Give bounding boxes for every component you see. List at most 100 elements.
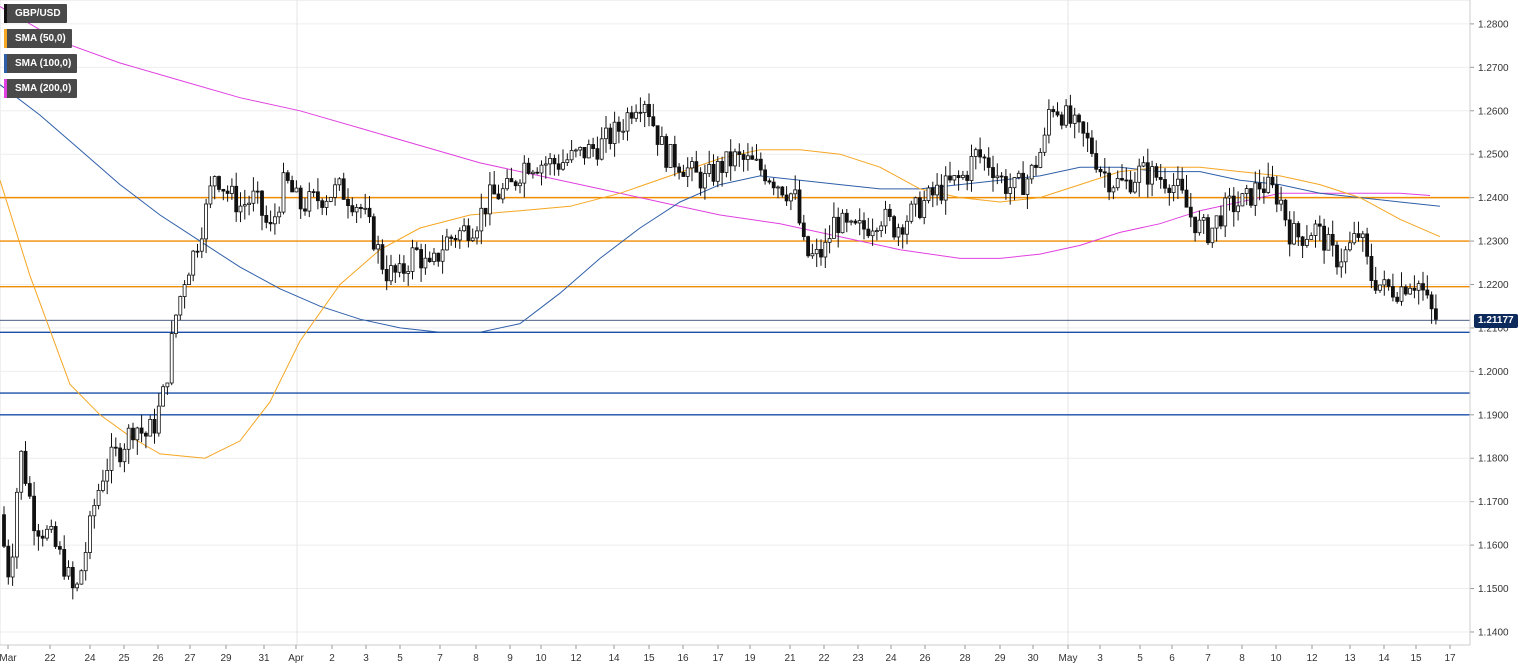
candle-up — [1313, 223, 1318, 236]
candle-up — [1038, 151, 1043, 168]
candle-up — [1339, 261, 1344, 268]
y-tick-label: 1.1600 — [1478, 541, 1509, 552]
candle-down — [681, 171, 686, 177]
candle-up — [66, 567, 71, 577]
candle-up — [1137, 165, 1142, 183]
candle-up — [522, 162, 527, 184]
plot-area — [0, 0, 1471, 646]
candle-up — [156, 405, 161, 434]
candle-down — [595, 148, 600, 160]
y-axis: 1.2800 1.2700 1.2600 1.2500 1.2400 1.2300 1.22… — [1469, 0, 1509, 645]
candle-up — [88, 515, 92, 553]
candle-up — [500, 188, 505, 200]
candle-down — [1386, 279, 1391, 287]
candle-down — [1434, 308, 1438, 320]
candle-down — [2, 514, 6, 547]
candle-up — [922, 200, 927, 219]
candle-up — [543, 163, 548, 166]
candle-up — [1348, 242, 1352, 251]
candle-up — [105, 469, 110, 482]
x-tick-label: 3 — [363, 653, 369, 664]
candle-up — [578, 146, 583, 151]
x-tick-label: 7 — [437, 653, 443, 664]
candle-down — [1270, 176, 1275, 186]
x-tick-label: May — [1059, 653, 1078, 664]
candle-down — [1395, 296, 1400, 302]
candle-down — [698, 171, 703, 189]
candle-up — [896, 227, 901, 238]
horizontal-levels — [0, 196, 1470, 416]
candle-down — [608, 127, 613, 145]
candle-up — [733, 151, 737, 167]
candle-up — [1029, 164, 1034, 180]
candle-up — [810, 253, 815, 257]
candle-up — [19, 450, 24, 493]
candle-down — [1128, 179, 1133, 193]
candle-up — [109, 446, 114, 471]
candle-up — [518, 182, 522, 187]
legend-item-sma50[interactable]: SMA (50,0) — [4, 29, 72, 48]
candle-up — [479, 207, 484, 232]
candle-up — [470, 237, 475, 241]
candle-down — [900, 227, 905, 235]
candle-up — [462, 225, 467, 232]
legend-item-sma200[interactable]: SMA (200,0) — [4, 79, 78, 98]
candle-down — [260, 190, 264, 216]
x-tick-label: 28 — [959, 653, 971, 664]
x-tick-label: 12 — [1306, 653, 1318, 664]
candle-down — [552, 157, 557, 165]
candle-up — [1008, 187, 1013, 194]
x-tick-label: 10 — [535, 653, 547, 664]
candle-up — [277, 211, 282, 218]
candle-up — [625, 112, 630, 132]
candle-down — [152, 418, 157, 434]
y-tick-label: 1.1900 — [1478, 410, 1509, 421]
candle-up — [642, 104, 647, 114]
candle-up — [754, 158, 759, 161]
candle-up — [174, 314, 178, 335]
candle-up — [1223, 197, 1228, 227]
candle-down — [655, 125, 660, 145]
legend-item-gbpusd[interactable]: GBP/USD — [4, 4, 67, 23]
candle-down — [991, 167, 995, 179]
candle-up — [10, 556, 15, 578]
x-tick-label: 14 — [608, 653, 620, 664]
x-tick-label: 8 — [473, 653, 479, 664]
candle-down — [1090, 137, 1094, 154]
last-price-badge: 1.21177 — [1474, 314, 1518, 328]
candle-down — [1373, 280, 1378, 291]
candle-up — [1227, 195, 1232, 199]
sma-100-line — [0, 84, 1441, 333]
x-tick-label: 24 — [885, 653, 897, 664]
candle-down — [771, 181, 776, 189]
candle-down — [1051, 109, 1056, 113]
candle-up — [1016, 172, 1021, 178]
candle-down — [664, 136, 669, 168]
candle-up — [634, 111, 638, 119]
candle-up — [1326, 233, 1331, 251]
candle-down — [62, 549, 67, 577]
candle-down — [582, 146, 587, 159]
candle-up — [487, 184, 492, 215]
x-tick-label: 26 — [152, 653, 164, 664]
candle-up — [612, 121, 617, 144]
legend-swatch — [4, 54, 7, 73]
candle-down — [978, 149, 982, 158]
candle-down — [1403, 286, 1408, 295]
candle-down — [453, 237, 458, 241]
candle-down — [801, 222, 806, 238]
legend-item-sma100[interactable]: SMA (100,0) — [4, 54, 78, 73]
candle-down — [1231, 195, 1236, 213]
legend-label: GBP/USD — [15, 8, 61, 19]
candle-down — [1154, 166, 1159, 178]
candle-down — [255, 190, 260, 193]
candle-up — [126, 427, 131, 450]
candle-down — [1206, 217, 1210, 244]
candle-up — [823, 241, 828, 258]
candle-down — [466, 225, 471, 241]
candle-down — [694, 161, 699, 173]
candle-up — [604, 127, 608, 140]
candle-down — [268, 221, 273, 225]
candle-down — [1180, 178, 1185, 191]
